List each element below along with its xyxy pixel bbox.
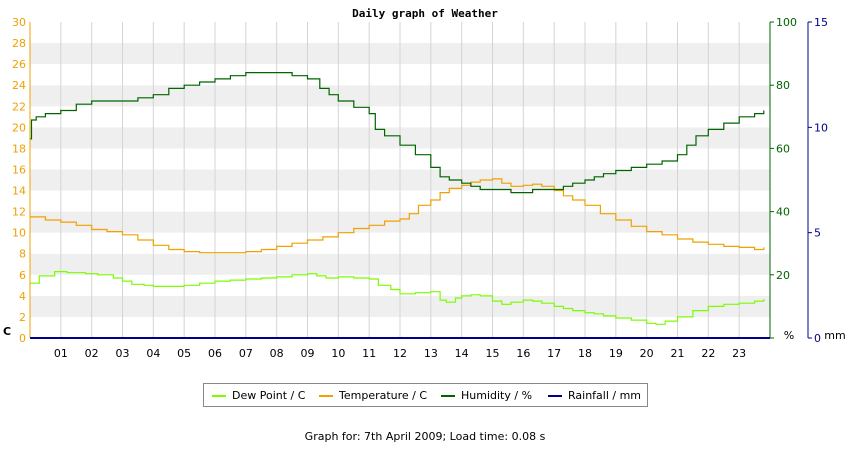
left-axis-unit-label: C xyxy=(3,325,11,338)
x-axis-tick-label: 07 xyxy=(239,347,253,360)
x-axis-tick-label: 19 xyxy=(609,347,623,360)
left-axis-tick-label: 28 xyxy=(12,37,26,50)
rainfall-axis-tick-label: 15 xyxy=(814,16,828,29)
left-axis-tick-label: 6 xyxy=(19,269,26,282)
legend-label-temperature: Temperature / C xyxy=(339,389,428,402)
x-axis-tick-label: 08 xyxy=(270,347,284,360)
legend-item-temperature: Temperature / C xyxy=(319,384,427,408)
x-axis-ticks: 01 02 03 04 05 06 07 08 09 10 11 12 13 14 15 16 17 18 19 20… xyxy=(54,347,746,360)
rainfall-axis-tick-label: 0 xyxy=(814,332,821,345)
left-axis-tick-label: 16 xyxy=(12,163,26,176)
chart-legend: Dew Point / C Temperature / C Humidity /… xyxy=(203,383,648,407)
left-axis-tick-label: 8 xyxy=(19,248,26,261)
left-axis-tick-label: 26 xyxy=(12,58,26,71)
series-line-temperature xyxy=(30,178,765,254)
left-axis-tick-label: 22 xyxy=(12,100,26,113)
chart-title: Daily graph of Weather xyxy=(352,7,498,20)
legend-item-rainfall: Rainfall / mm xyxy=(548,384,641,408)
legend-item-humidity: Humidity / % xyxy=(441,384,532,408)
x-axis-tick-label: 16 xyxy=(516,347,530,360)
humidity-axis-ticks: 20 40 60 80 100 xyxy=(770,16,797,339)
left-axis-tick-label: 24 xyxy=(12,79,26,92)
x-axis-tick-label: 04 xyxy=(146,347,160,360)
rainfall-axis-unit-label: mm xyxy=(824,329,845,342)
left-axis-tick-label: 14 xyxy=(12,185,26,198)
legend-label-rainfall: Rainfall / mm xyxy=(568,389,642,402)
left-axis-tick-label: 0 xyxy=(19,332,26,345)
humidity-axis-unit-label: % xyxy=(784,329,794,342)
x-axis-tick-label: 12 xyxy=(393,347,407,360)
left-axis-tick-label: 10 xyxy=(12,227,26,240)
x-axis-tick-label: 23 xyxy=(732,347,746,360)
legend-swatch-rainfall xyxy=(548,395,562,397)
left-axis-tick-label: 4 xyxy=(19,290,26,303)
rainfall-axis-ticks: 0 5 10 15 xyxy=(808,16,828,345)
humidity-axis-tick-label: 60 xyxy=(776,142,790,155)
legend-label-dew-point: Dew Point / C xyxy=(232,389,306,402)
x-axis-tick-label: 01 xyxy=(54,347,68,360)
rainfall-axis-tick-label: 10 xyxy=(814,121,828,134)
graph-footer: Graph for: 7th April 2009; Load time: 0.… xyxy=(304,430,546,443)
legend-swatch-dew-point xyxy=(212,395,226,397)
x-axis-tick-label: 02 xyxy=(85,347,99,360)
x-axis-tick-label: 20 xyxy=(640,347,654,360)
legend-swatch-humidity xyxy=(441,395,455,397)
x-axis-tick-label: 17 xyxy=(547,347,561,360)
legend-item-dew-point: Dew Point / C xyxy=(212,384,305,408)
x-axis-tick-label: 13 xyxy=(424,347,438,360)
x-axis-tick-label: 05 xyxy=(177,347,191,360)
legend-label-humidity: Humidity / % xyxy=(461,389,533,402)
humidity-axis-tick-label: 80 xyxy=(776,79,790,92)
x-axis-tick-label: 21 xyxy=(671,347,685,360)
x-axis-tick-label: 14 xyxy=(455,347,469,360)
left-axis-tick-label: 2 xyxy=(19,311,26,324)
humidity-axis-tick-label: 40 xyxy=(776,206,790,219)
left-axis-tick-label: 12 xyxy=(12,206,26,219)
rainfall-axis-tick-label: 5 xyxy=(814,227,821,240)
left-axis-tick-label: 20 xyxy=(12,121,26,134)
series-line-dew-point xyxy=(30,271,765,325)
axes-layer xyxy=(29,22,809,339)
x-axis-tick-label: 15 xyxy=(486,347,500,360)
x-axis-tick-label: 09 xyxy=(301,347,315,360)
left-axis-tick-label: 30 xyxy=(12,16,26,29)
x-axis-tick-label: 11 xyxy=(362,347,376,360)
x-axis-tick-label: 18 xyxy=(578,347,592,360)
x-axis-tick-label: 10 xyxy=(331,347,345,360)
series-line-humidity xyxy=(30,72,765,194)
x-axis-tick-label: 06 xyxy=(208,347,222,360)
left-axis-tick-label: 18 xyxy=(12,142,26,155)
x-axis-tick-label: 03 xyxy=(116,347,130,360)
x-axis-tick-label: 22 xyxy=(701,347,715,360)
humidity-axis-tick-label: 20 xyxy=(776,269,790,282)
humidity-axis-tick-label: 100 xyxy=(776,16,797,29)
legend-swatch-temperature xyxy=(319,395,333,397)
